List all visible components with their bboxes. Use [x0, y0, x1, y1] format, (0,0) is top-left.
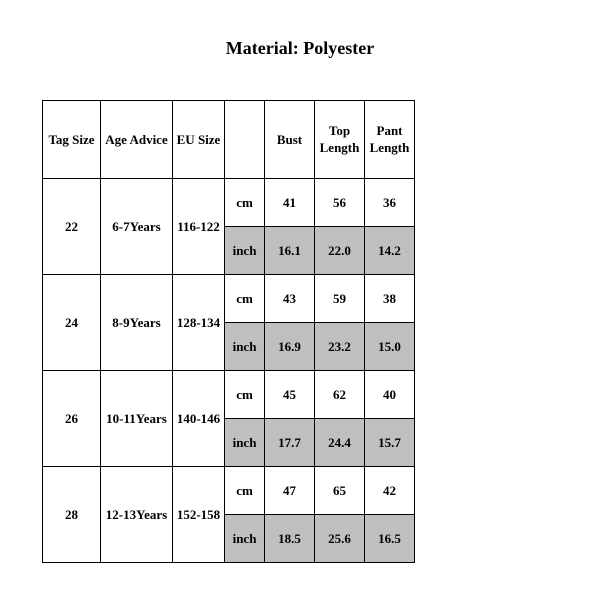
cell-top-cm: 56 — [315, 179, 365, 227]
cell-unit-cm: cm — [225, 275, 265, 323]
cell-age: 12-13Years — [101, 467, 173, 563]
cell-pant-cm: 36 — [365, 179, 415, 227]
cell-unit-inch: inch — [225, 515, 265, 563]
cell-age: 6-7Years — [101, 179, 173, 275]
cell-unit-inch: inch — [225, 227, 265, 275]
cell-bust-inch: 17.7 — [265, 419, 315, 467]
cell-eu: 128-134 — [173, 275, 225, 371]
cell-tag: 24 — [43, 275, 101, 371]
cell-top-cm: 65 — [315, 467, 365, 515]
size-table: Tag Size Age Advice EU Size Bust Top Len… — [42, 100, 415, 563]
cell-tag: 28 — [43, 467, 101, 563]
table-header-row: Tag Size Age Advice EU Size Bust Top Len… — [43, 101, 415, 179]
cell-eu: 152-158 — [173, 467, 225, 563]
table-row: 26 10-11Years 140-146 cm 45 62 40 — [43, 371, 415, 419]
cell-unit-cm: cm — [225, 371, 265, 419]
cell-top-inch: 24.4 — [315, 419, 365, 467]
cell-pant-inch: 15.0 — [365, 323, 415, 371]
cell-top-cm: 62 — [315, 371, 365, 419]
cell-age: 10-11Years — [101, 371, 173, 467]
table-row: 22 6-7Years 116-122 cm 41 56 36 — [43, 179, 415, 227]
cell-bust-cm: 47 — [265, 467, 315, 515]
col-eu-size: EU Size — [173, 101, 225, 179]
cell-pant-inch: 15.7 — [365, 419, 415, 467]
col-top-length: Top Length — [315, 101, 365, 179]
cell-pant-inch: 16.5 — [365, 515, 415, 563]
col-tag-size: Tag Size — [43, 101, 101, 179]
cell-bust-cm: 45 — [265, 371, 315, 419]
cell-bust-inch: 18.5 — [265, 515, 315, 563]
cell-pant-cm: 42 — [365, 467, 415, 515]
cell-top-inch: 22.0 — [315, 227, 365, 275]
table-row: 28 12-13Years 152-158 cm 47 65 42 — [43, 467, 415, 515]
col-bust: Bust — [265, 101, 315, 179]
cell-bust-inch: 16.9 — [265, 323, 315, 371]
material-title: Material: Polyester — [0, 38, 600, 59]
cell-tag: 22 — [43, 179, 101, 275]
cell-unit-inch: inch — [225, 419, 265, 467]
cell-top-inch: 23.2 — [315, 323, 365, 371]
cell-pant-cm: 38 — [365, 275, 415, 323]
cell-pant-inch: 14.2 — [365, 227, 415, 275]
cell-eu: 140-146 — [173, 371, 225, 467]
cell-top-cm: 59 — [315, 275, 365, 323]
cell-eu: 116-122 — [173, 179, 225, 275]
cell-unit-cm: cm — [225, 179, 265, 227]
col-age-advice: Age Advice — [101, 101, 173, 179]
cell-tag: 26 — [43, 371, 101, 467]
col-pant-length: Pant Length — [365, 101, 415, 179]
size-chart: { "title": "Material: Polyester", "table… — [0, 0, 600, 600]
col-unit — [225, 101, 265, 179]
cell-pant-cm: 40 — [365, 371, 415, 419]
cell-bust-inch: 16.1 — [265, 227, 315, 275]
cell-unit-cm: cm — [225, 467, 265, 515]
cell-bust-cm: 41 — [265, 179, 315, 227]
cell-unit-inch: inch — [225, 323, 265, 371]
cell-age: 8-9Years — [101, 275, 173, 371]
cell-top-inch: 25.6 — [315, 515, 365, 563]
table-row: 24 8-9Years 128-134 cm 43 59 38 — [43, 275, 415, 323]
cell-bust-cm: 43 — [265, 275, 315, 323]
